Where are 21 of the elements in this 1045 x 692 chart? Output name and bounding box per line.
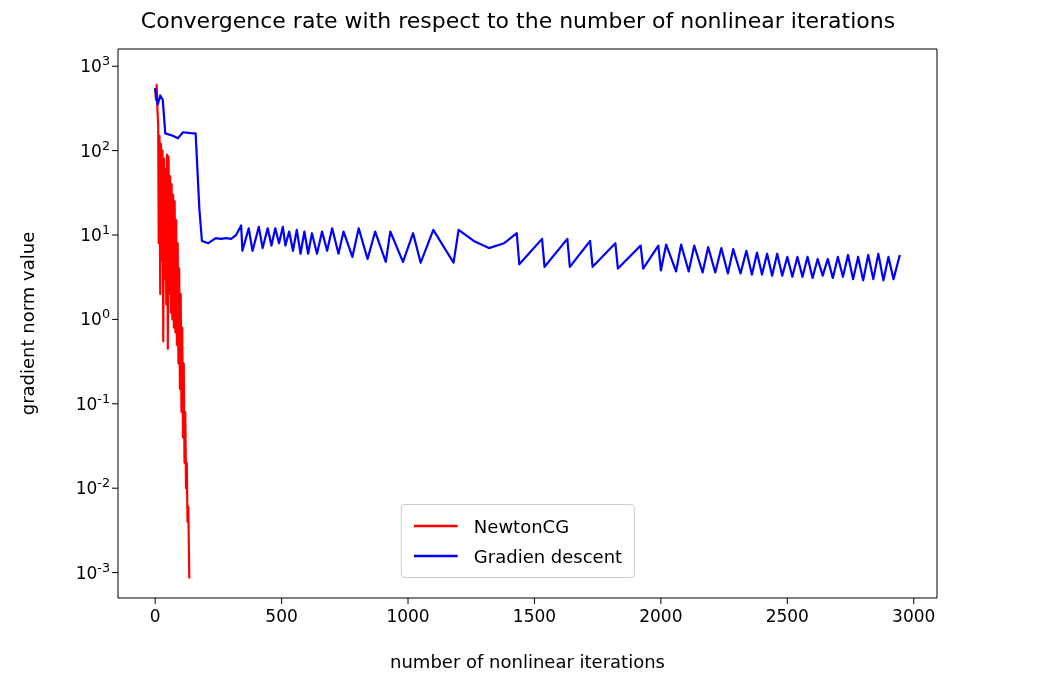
x-tick-label: 2000 bbox=[639, 606, 683, 626]
chart-title: Convergence rate with respect to the number of nonlinear iterations bbox=[139, 8, 897, 35]
legend-label: Gradien descent bbox=[473, 545, 623, 567]
line-series bbox=[154, 83, 191, 580]
y-tick-label: 10$^{1}$ bbox=[80, 221, 110, 246]
x-axis-title: number of nonlinear iterations bbox=[390, 651, 665, 672]
x-tick-label: 0 bbox=[149, 606, 161, 626]
y-axis-title: gradient norm value bbox=[17, 231, 39, 416]
y-tick-label: 10$^{-2}$ bbox=[75, 474, 110, 499]
x-tick-label: 500 bbox=[265, 606, 298, 626]
x-tick-label: 1500 bbox=[512, 606, 557, 626]
y-tick-label: 10$^{3}$ bbox=[80, 52, 110, 77]
x-tick-label: 1000 bbox=[386, 606, 430, 626]
y-tick-label: 10$^{-1}$ bbox=[75, 390, 110, 414]
line-series bbox=[154, 87, 901, 282]
y-tick-label: 10$^{2}$ bbox=[80, 137, 110, 161]
legend-label: NewtonCG bbox=[473, 515, 570, 537]
y-tick-label: 10$^{0}$ bbox=[80, 305, 110, 330]
x-tick-label: 3000 bbox=[892, 606, 936, 626]
x-tick-label: 2500 bbox=[765, 606, 809, 626]
y-tick-label: 10$^{-3}$ bbox=[75, 559, 110, 583]
